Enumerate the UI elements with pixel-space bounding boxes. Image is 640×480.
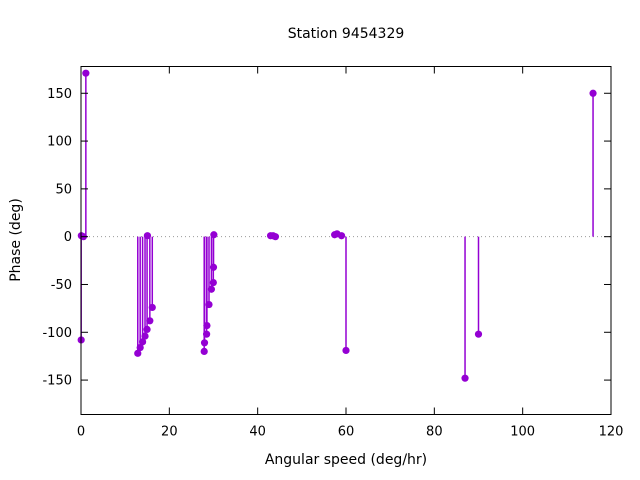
data-point bbox=[203, 330, 211, 338]
data-point bbox=[138, 338, 147, 346]
data-point bbox=[342, 346, 350, 355]
data-point bbox=[143, 232, 152, 240]
y-tick-label: -100 bbox=[42, 326, 72, 341]
data-point bbox=[143, 325, 151, 334]
x-tick-label: 20 bbox=[161, 425, 178, 440]
data-point bbox=[200, 347, 208, 356]
x-axis-label: Angular speed (deg/hr) bbox=[265, 452, 427, 468]
data-point bbox=[141, 332, 149, 340]
data-point bbox=[146, 317, 154, 325]
data-point bbox=[136, 343, 144, 352]
x-tick-label: 80 bbox=[426, 425, 443, 440]
y-tick-label: 50 bbox=[55, 182, 72, 197]
data-point bbox=[203, 321, 211, 330]
x-tick-label: 120 bbox=[599, 425, 624, 440]
plot-area: 0 20 40 60 80 100 120 150 100 50 0 -50 -100 -150 bbox=[42, 66, 624, 440]
data-point bbox=[82, 69, 90, 77]
x-tick-label: 0 bbox=[77, 425, 85, 440]
data-point bbox=[337, 232, 346, 240]
data-point bbox=[207, 285, 216, 293]
y-axis-label: Phase (deg) bbox=[8, 198, 24, 282]
x-tick-label: 40 bbox=[249, 425, 266, 440]
chart-title: Station 9454329 bbox=[288, 26, 405, 42]
data-point bbox=[210, 231, 218, 239]
x-tick-label: 100 bbox=[510, 425, 535, 440]
y-tick-label: 150 bbox=[47, 87, 72, 102]
data-point bbox=[589, 89, 597, 97]
data-point bbox=[200, 339, 209, 347]
data-point bbox=[271, 233, 280, 241]
data-point bbox=[205, 300, 213, 309]
y-tick-label: -50 bbox=[51, 278, 72, 293]
data-point bbox=[474, 330, 483, 338]
data-point bbox=[209, 278, 217, 287]
y-tick-label: 0 bbox=[64, 230, 72, 245]
data-point bbox=[134, 349, 142, 357]
data-point bbox=[148, 303, 156, 312]
data-point bbox=[209, 263, 218, 271]
y-tick-label: 100 bbox=[47, 135, 72, 150]
x-tick-label: 60 bbox=[338, 425, 355, 440]
y-tick-label: -150 bbox=[42, 374, 72, 389]
data-point bbox=[461, 374, 469, 382]
